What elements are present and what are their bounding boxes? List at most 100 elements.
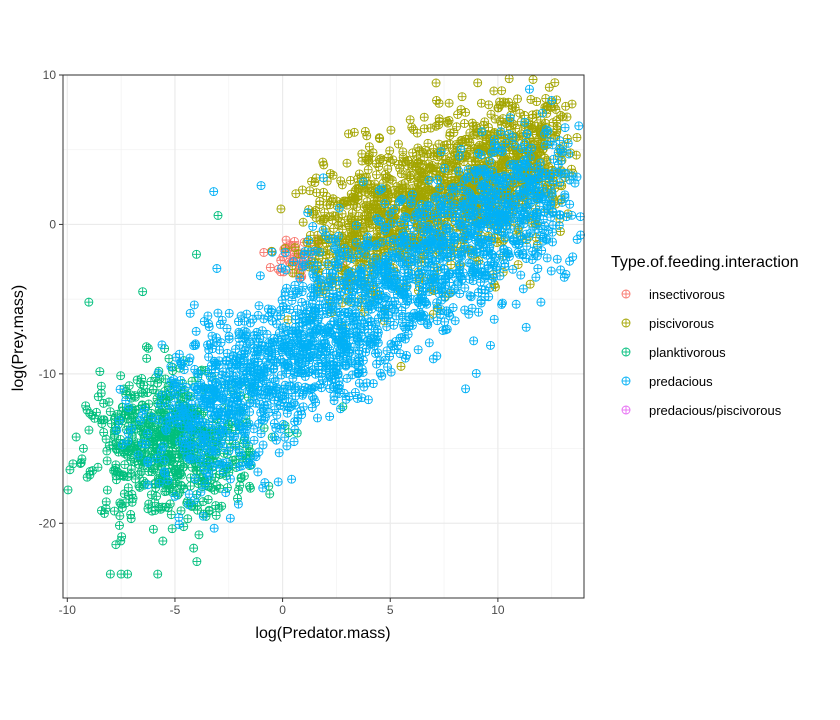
data-point — [313, 413, 322, 423]
data-point — [165, 454, 175, 464]
data-point — [256, 429, 266, 439]
data-point — [417, 194, 427, 204]
data-point — [205, 372, 215, 382]
data-point — [174, 512, 184, 522]
data-point — [393, 238, 403, 248]
data-point — [358, 355, 368, 365]
data-point — [501, 198, 510, 208]
data-point — [282, 408, 292, 418]
data-point — [102, 485, 112, 495]
data-point — [223, 461, 233, 471]
data-point — [346, 175, 355, 185]
data-point — [386, 367, 396, 377]
data-point — [413, 143, 423, 153]
data-point — [533, 264, 543, 274]
data-point — [65, 465, 75, 475]
data-point — [308, 284, 318, 294]
data-point — [418, 234, 428, 244]
data-point — [212, 333, 221, 343]
data-point — [412, 211, 422, 220]
y-tick-label: -10 — [39, 367, 57, 381]
data-point — [314, 304, 324, 313]
y-tick-label: -20 — [39, 516, 57, 530]
data-point — [204, 322, 214, 332]
data-point — [258, 483, 268, 493]
data-point — [473, 78, 483, 88]
data-point — [143, 429, 153, 438]
data-point — [123, 402, 133, 412]
data-point — [401, 212, 411, 222]
data-point — [476, 259, 486, 269]
data-point — [556, 169, 566, 179]
data-point — [459, 200, 469, 210]
data-point — [364, 213, 374, 223]
data-point — [460, 241, 470, 250]
data-point — [218, 427, 228, 437]
data-point — [367, 288, 377, 298]
data-point — [172, 472, 182, 482]
data-point — [233, 499, 243, 509]
data-point — [486, 109, 496, 119]
data-point — [525, 84, 534, 94]
data-point — [176, 480, 186, 490]
data-point — [348, 192, 358, 202]
data-point — [513, 260, 523, 270]
data-point — [148, 524, 158, 534]
data-point — [362, 155, 372, 165]
data-point — [509, 234, 519, 244]
data-point — [154, 478, 164, 488]
data-point — [493, 103, 503, 113]
data-point — [189, 300, 199, 310]
data-point — [192, 557, 202, 567]
data-point — [315, 324, 325, 334]
data-point — [326, 320, 336, 330]
data-point — [259, 314, 269, 324]
data-point — [376, 154, 386, 164]
data-point — [417, 221, 427, 231]
data-point — [314, 342, 324, 352]
legend-item: piscivorous — [621, 316, 715, 331]
legend-key — [621, 347, 631, 357]
data-point — [560, 123, 570, 133]
data-point — [238, 363, 248, 373]
data-point — [528, 246, 538, 256]
data-point — [456, 136, 466, 145]
data-point — [532, 97, 542, 107]
x-axis-title: log(Predator.mass) — [255, 625, 390, 642]
data-point — [447, 184, 456, 193]
data-point — [444, 308, 453, 318]
data-point — [297, 318, 307, 328]
data-point — [501, 207, 511, 217]
legend-label: planktivorous — [649, 345, 726, 360]
legend-key — [621, 318, 631, 328]
data-point — [501, 138, 511, 148]
data-point — [195, 393, 205, 403]
legend-label: piscivorous — [649, 316, 715, 331]
data-point — [333, 295, 343, 305]
data-point — [259, 390, 269, 400]
data-point — [366, 204, 376, 214]
data-point — [405, 115, 415, 125]
data-point — [361, 242, 371, 251]
data-point — [213, 211, 223, 220]
data-point — [525, 279, 535, 289]
data-point — [341, 316, 351, 326]
data-point — [483, 185, 493, 195]
data-point — [395, 349, 405, 359]
data-point — [400, 353, 410, 363]
data-point — [458, 223, 468, 233]
data-point — [231, 377, 241, 387]
data-point — [502, 192, 512, 202]
data-point — [372, 359, 382, 369]
data-point — [381, 223, 391, 232]
legend-item: insectivorous — [621, 287, 725, 302]
data-point — [290, 243, 300, 253]
data-point — [281, 235, 291, 245]
data-point — [262, 329, 272, 339]
data-point — [135, 482, 145, 492]
data-point — [443, 170, 453, 180]
data-point — [415, 167, 425, 177]
data-point — [479, 235, 489, 245]
data-point — [540, 140, 550, 150]
data-point — [206, 445, 216, 455]
